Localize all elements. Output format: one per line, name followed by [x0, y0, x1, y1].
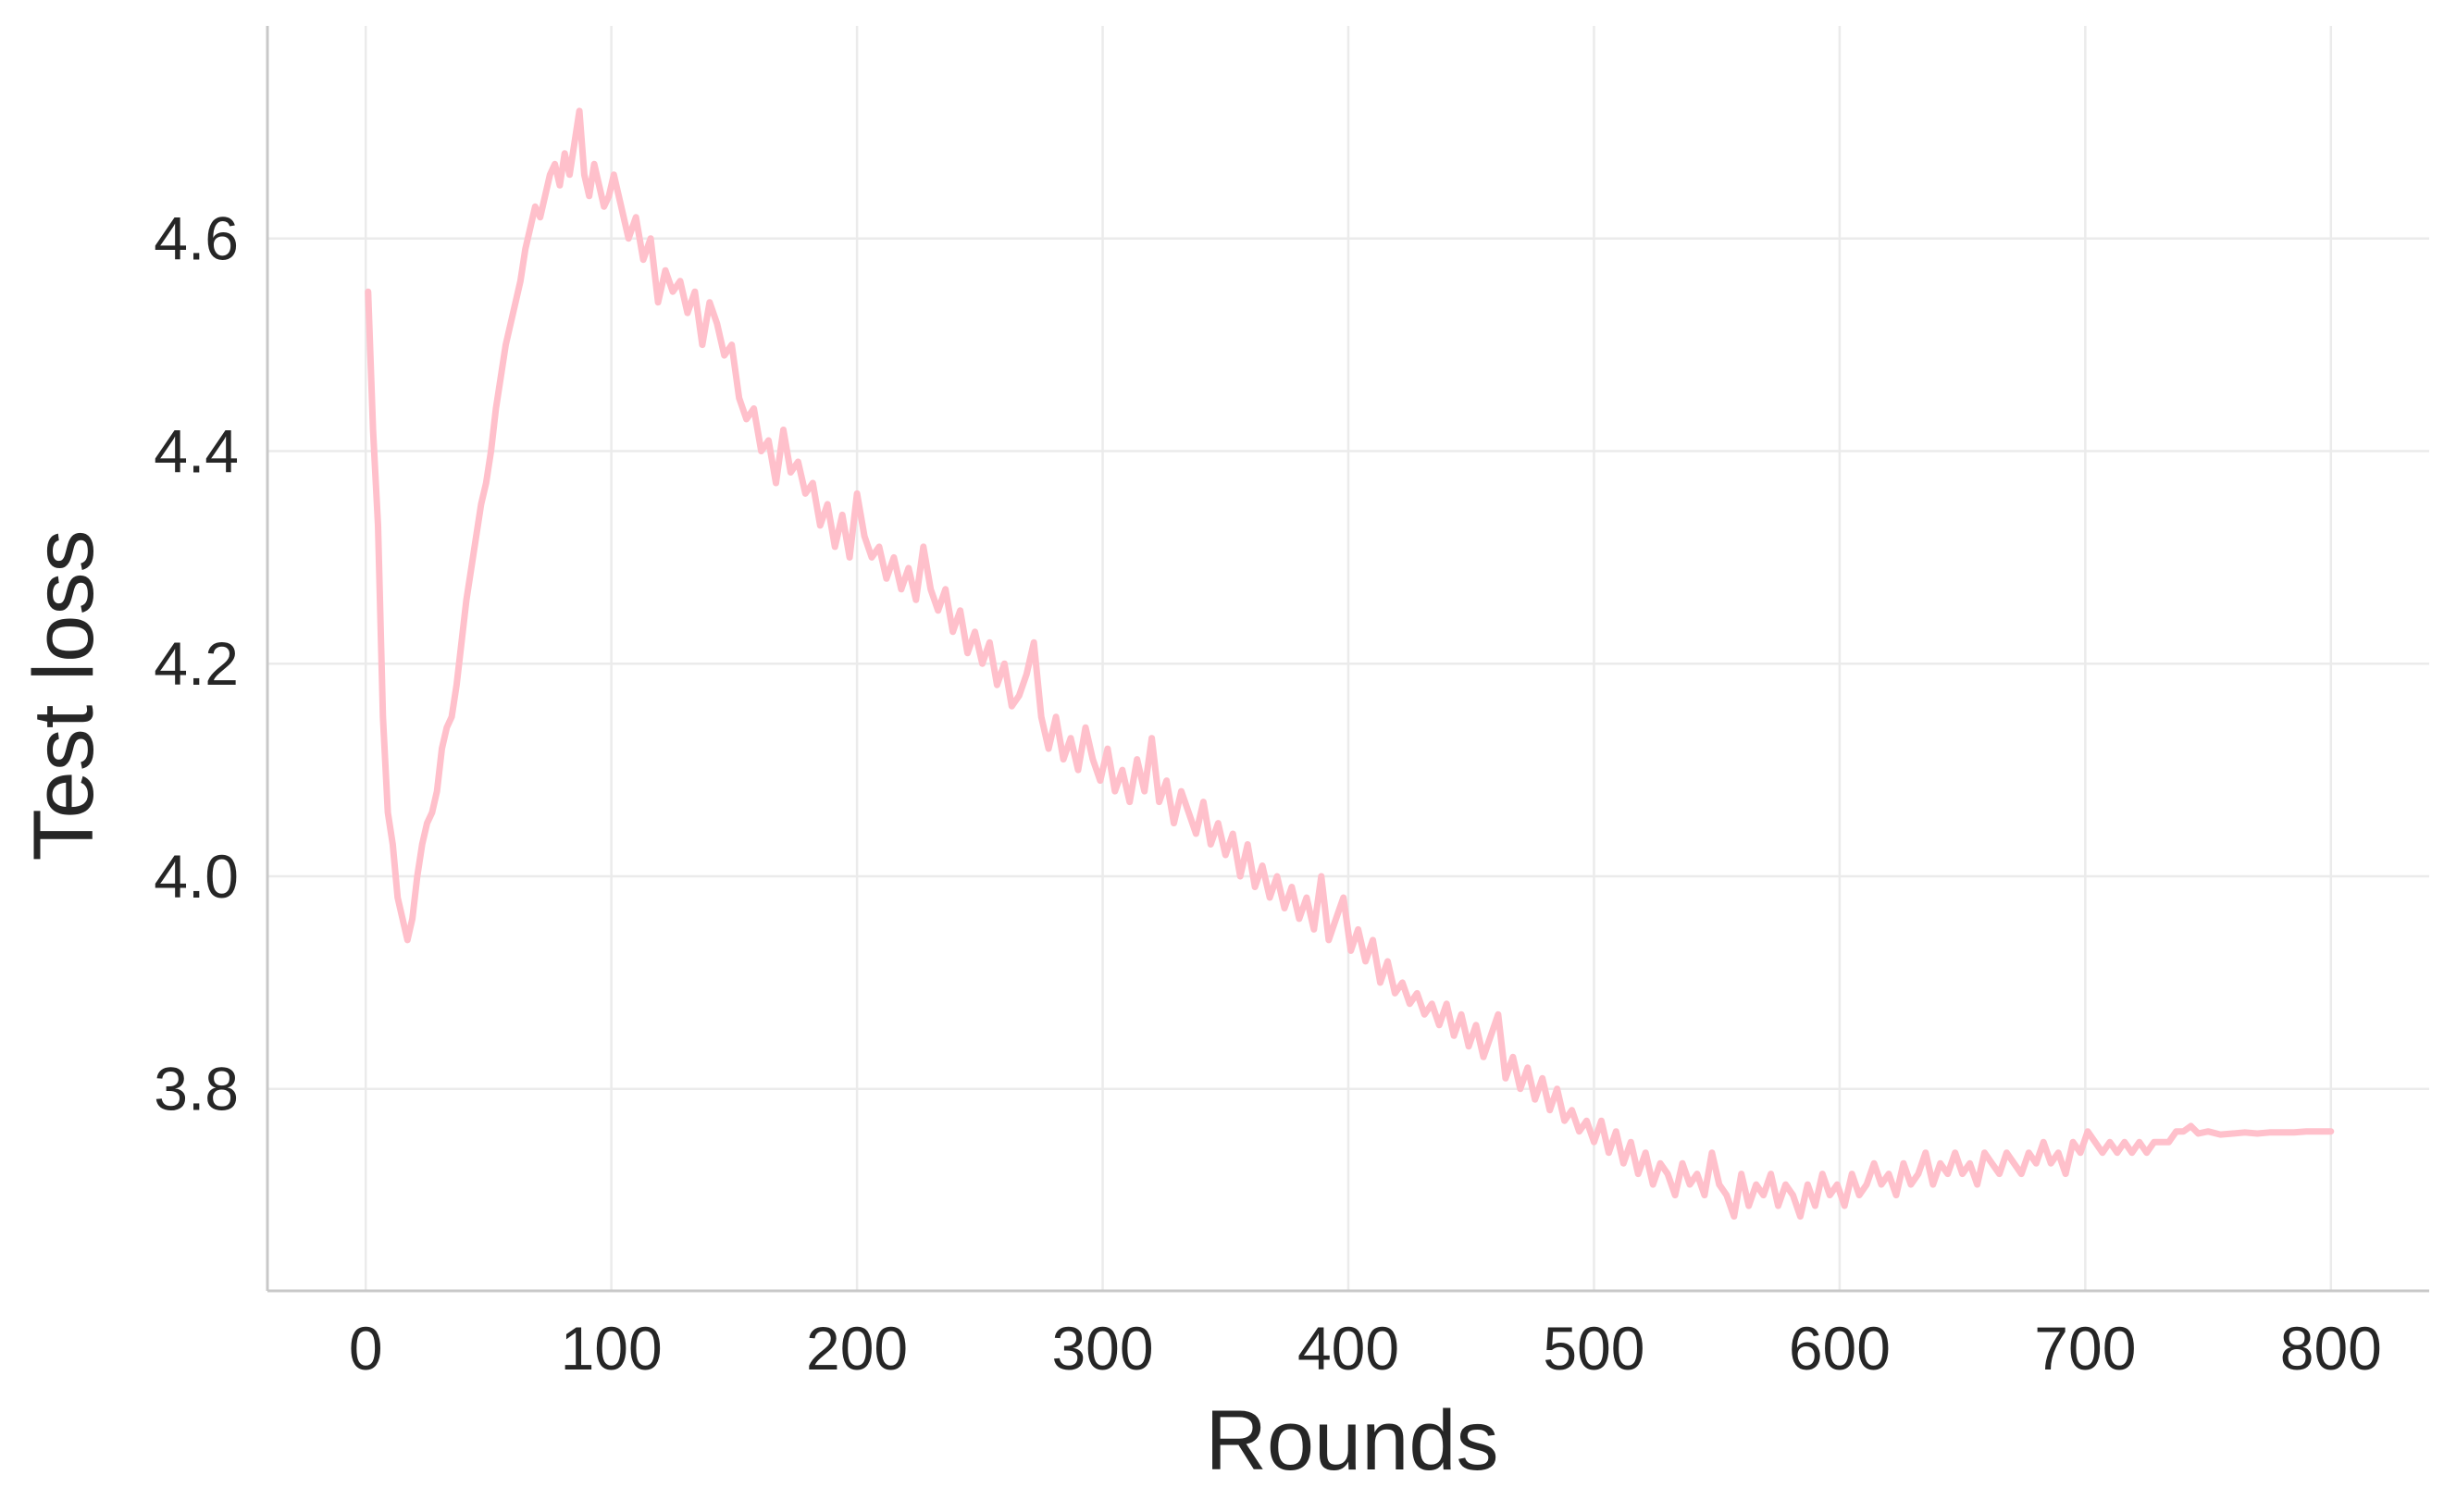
x-tick-label: 400 [1297, 1314, 1399, 1382]
x-axis-title: Rounds [1205, 1394, 1498, 1488]
y-tick-label: 4.2 [154, 629, 239, 698]
x-gridlines [364, 26, 2333, 1291]
x-tick-label: 700 [2034, 1314, 2136, 1382]
x-tick-label: 600 [1789, 1314, 1891, 1382]
test-loss-line [365, 107, 2335, 1221]
x-tick-label: 0 [349, 1314, 383, 1382]
y-axis-title: Test loss [17, 530, 111, 861]
x-tick-label: 300 [1051, 1314, 1153, 1382]
x-tick-label: 200 [806, 1314, 908, 1382]
x-tick-label: 500 [1543, 1314, 1644, 1382]
y-tick-label: 4.4 [154, 416, 239, 485]
y-tick-labels: 3.8 4.0 4.2 4.4 4.6 [154, 204, 239, 1123]
x-tick-labels: 0 100 200 300 400 500 600 700 800 [349, 1314, 2382, 1382]
y-tick-label: 4.6 [154, 204, 239, 273]
x-tick-label: 100 [561, 1314, 663, 1382]
y-tick-label: 4.0 [154, 842, 239, 911]
x-tick-label: 800 [2280, 1314, 2382, 1382]
y-tick-label: 3.8 [154, 1055, 239, 1123]
